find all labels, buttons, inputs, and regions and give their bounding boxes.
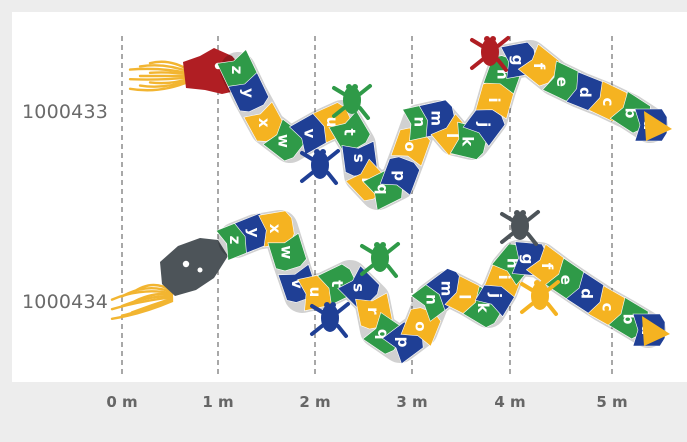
segment-letter: v [288,279,306,289]
segment-letter: f [538,263,556,270]
dragon-head-icon [160,238,228,296]
segment-letter: x [255,118,273,128]
segment-letter: w [278,245,296,259]
scale-tick-2: 2 m [299,393,331,411]
segment-letter: x [266,224,284,234]
segment-letter: v [300,129,318,139]
segment-letter: h [494,69,512,80]
segment-letter: z [228,66,246,75]
segment-letter: w [275,134,293,148]
segment-letter: n [423,294,441,305]
segment-letter: g [519,254,537,265]
segment-letter: y [239,88,257,98]
dragon-fire-icon [110,283,174,320]
segment-letter: p [394,337,412,348]
segment-letter: z [226,236,244,245]
segment-letter: k [474,303,492,314]
dragon-tail-icon [642,316,670,346]
segment-letter: m [427,110,445,126]
segment-letter: p [390,170,408,181]
dragon-red-dragon: zyxwvutsrqponmlkjihgfedcba [128,36,672,211]
segment-letter: s [350,283,368,292]
segment-letter: u [323,117,341,128]
dragon-segment: y [227,72,269,113]
segment-letter: t [328,280,346,287]
row-label-1000434: 1000434 [22,291,109,313]
segment-letter: g [509,55,527,66]
leg-icon [310,302,350,338]
segment-letter: l [456,294,474,299]
scale-tick-1: 1 m [202,393,234,411]
segment-letter: b [620,314,638,325]
dragon-tail-icon [644,111,672,141]
scale-tick-3: 3 m [396,393,428,411]
dragon-segment: p [379,156,420,196]
segment-letter: f [530,63,548,70]
segment-letter: t [340,128,358,135]
dragon-claw-icon [500,210,540,246]
scale-tick-0: 0 m [106,393,138,411]
segment-letter: m [437,281,455,297]
dragon-grey-dragon: zyxwvutsrqponmlkjihgfedcba [110,210,670,365]
segment-letter: j [475,121,493,127]
scale-tick-4: 4 m [494,393,526,411]
segment-letter: e [553,77,571,87]
segment-letter: y [244,228,262,238]
segment-letter: d [576,87,594,98]
segment-letter: o [411,321,429,331]
segment-letter: k [459,136,477,147]
segment-letter: i [495,275,513,280]
dragon-fire-icon [128,60,192,92]
segment-letter: u [306,287,324,298]
segment-letter: n [411,116,429,127]
segment-letter: l [443,133,461,138]
segment-letter: h [504,258,522,269]
segment-letter: e [557,275,575,285]
segment-letter: s [350,154,368,163]
segment-letter: q [374,184,392,195]
segment-letter: c [599,97,617,106]
segment-letter: c [599,303,617,312]
segment-letter: r [364,307,382,315]
segment-letter: d [578,288,596,299]
row-label-1000433: 1000433 [22,101,109,123]
scale-tick-5: 5 m [596,393,628,411]
segment-letter: j [487,292,505,298]
segment-letter: b [622,108,640,119]
segment-letter: o [401,141,419,151]
leg-icon [300,149,340,185]
dragon-segment: w [267,232,307,272]
segment-letter: i [485,98,503,103]
leg-icon [520,280,560,316]
frog-icon [332,84,372,120]
segment-letter: q [374,329,392,340]
dragon-claw-icon [470,36,510,72]
frog-icon [360,242,400,278]
